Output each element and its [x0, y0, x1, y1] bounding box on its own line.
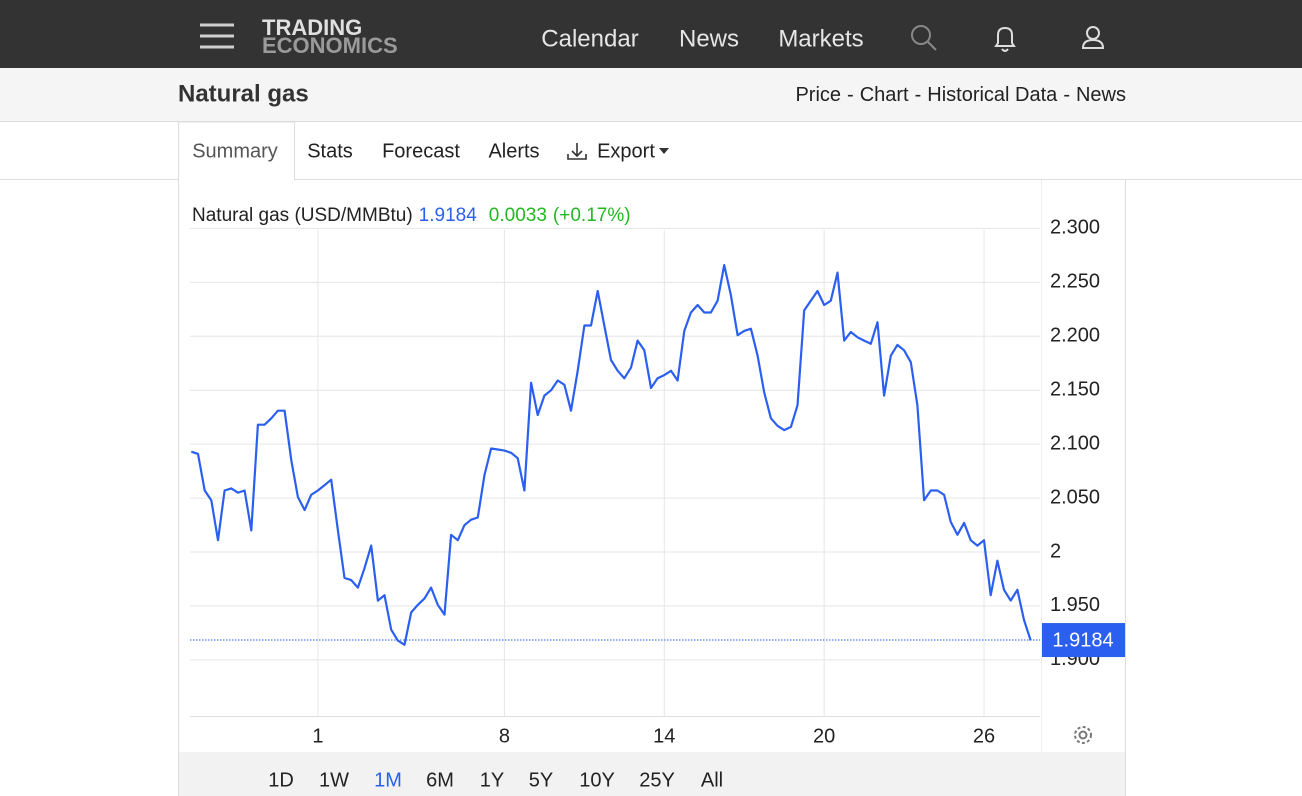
header-links: Price - Chart - Historical Data - News: [795, 84, 1126, 106]
settings-icon[interactable]: [1074, 726, 1092, 744]
x-tick-label: 26: [973, 725, 995, 747]
menu-icon[interactable]: [200, 23, 234, 49]
y-tick-label: 2.300: [1050, 217, 1100, 239]
price-line: [190, 264, 1032, 646]
last-price-badge: [1042, 623, 1125, 658]
search-icon[interactable]: [911, 25, 937, 51]
nav-link[interactable]: Markets: [778, 25, 863, 52]
active-tab: [178, 121, 295, 181]
header-link[interactable]: Historical Data: [927, 84, 1058, 106]
range-button[interactable]: 1Y: [480, 769, 504, 791]
bell-icon[interactable]: [994, 26, 1016, 52]
tab[interactable]: Summary: [192, 140, 278, 162]
y-tick-label: 2.250: [1050, 271, 1100, 293]
y-tick-label: 2.200: [1050, 325, 1100, 347]
x-tick-label: 1: [312, 725, 323, 747]
tab[interactable]: Alerts: [488, 140, 539, 162]
y-tick-label: 2.100: [1050, 432, 1100, 454]
top-bar: [0, 0, 1302, 68]
download-icon: [567, 143, 587, 160]
user-icon[interactable]: [1081, 26, 1105, 49]
brand[interactable]: TRADING: [262, 15, 362, 40]
range-button[interactable]: 1W: [319, 769, 349, 791]
range-button[interactable]: 6M: [426, 769, 454, 791]
x-tick-label: 14: [653, 725, 675, 747]
separator: -: [1063, 84, 1070, 106]
page-title: Natural gas: [178, 80, 309, 107]
x-tick-label: 20: [813, 725, 835, 747]
nav-link[interactable]: Calendar: [541, 25, 638, 52]
y-tick-label: 1.950: [1050, 594, 1100, 616]
header-link[interactable]: Price: [795, 84, 841, 106]
legend-name: Natural gas (USD/MMBtu): [192, 205, 413, 226]
legend-change-percent: (+0.17%): [553, 205, 631, 226]
separator: -: [915, 84, 922, 106]
range-button[interactable]: All: [701, 769, 723, 791]
tab[interactable]: Export: [597, 140, 655, 162]
tab[interactable]: Forecast: [382, 140, 460, 162]
header-link[interactable]: Chart: [860, 84, 909, 106]
separator: -: [847, 84, 854, 106]
legend-change: 0.0033: [489, 205, 547, 226]
y-tick-label: 2.050: [1050, 486, 1100, 508]
dropdown-caret: [659, 148, 669, 154]
range-bar: [179, 752, 1125, 796]
range-button[interactable]: 10Y: [579, 769, 615, 791]
y-tick-label: 2: [1050, 540, 1061, 562]
brand[interactable]: ECONOMICS: [262, 33, 398, 58]
legend: Natural gas (USD/MMBtu) 1.9184 0.0033 (+0.1…: [192, 205, 631, 226]
range-button[interactable]: 1M: [374, 769, 402, 791]
y-tick-label: 2.150: [1050, 378, 1100, 400]
range-button[interactable]: 1D: [268, 769, 294, 791]
sub-header: [0, 68, 1302, 122]
tab[interactable]: Stats: [307, 140, 353, 162]
tab-joint: [179, 178, 294, 182]
range-button[interactable]: 25Y: [639, 769, 675, 791]
nav-link[interactable]: News: [679, 25, 739, 52]
header-link[interactable]: News: [1076, 84, 1126, 106]
x-tick-label: 8: [499, 725, 510, 747]
range-button[interactable]: 5Y: [529, 769, 553, 791]
legend-price: 1.9184: [419, 205, 478, 226]
last-price-label: 1.9184: [1052, 629, 1113, 651]
